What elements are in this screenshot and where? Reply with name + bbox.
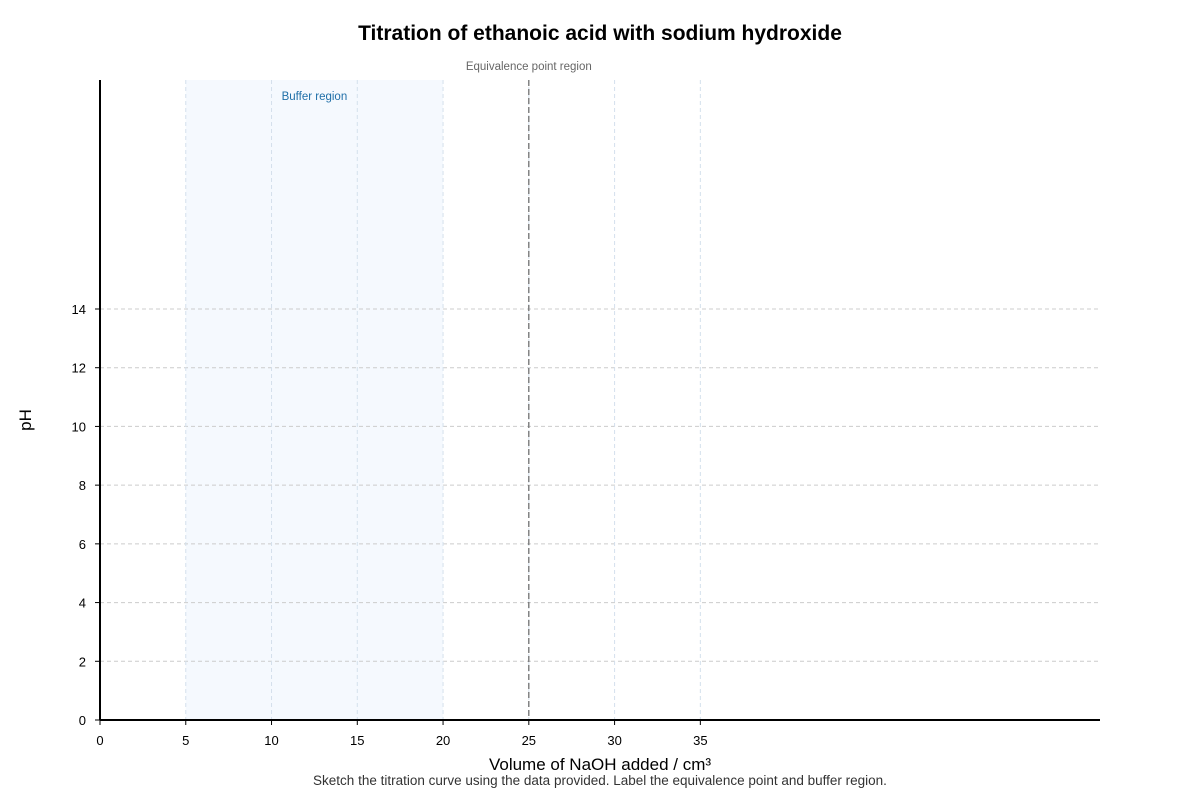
x-tick-label: 5	[182, 733, 189, 748]
x-tick-label: 20	[436, 733, 450, 748]
equivalence-label: Equivalence point region	[466, 61, 592, 73]
buffer-region-shade	[185, 80, 444, 720]
y-tick-label: 12	[72, 361, 86, 376]
x-tick-label: 30	[607, 733, 621, 748]
y-axis-label: pH	[16, 409, 35, 431]
y-tick-label: 0	[79, 713, 86, 728]
instructions-caption: Sketch the titration curve using the dat…	[313, 773, 887, 788]
reference-lines: Equivalence point region	[466, 61, 592, 720]
grid-lines	[100, 80, 1100, 720]
x-tick-label: 15	[350, 733, 364, 748]
tick-labels: 0 2 4 6 8 10 12 14 0 5 10 15 20 25 30 35	[72, 302, 708, 748]
plot-background: Buffer region	[185, 80, 444, 720]
axes	[99, 80, 1100, 721]
x-tick-label: 35	[693, 733, 707, 748]
y-tick-label: 2	[79, 654, 86, 669]
x-tick-label: 10	[264, 733, 278, 748]
x-tick-label: 0	[96, 733, 103, 748]
x-tick-label: 25	[522, 733, 536, 748]
y-tick-label: 10	[72, 419, 86, 434]
x-axis-label: Volume of NaOH added / cm³	[489, 755, 711, 774]
buffer-region-label: Buffer region	[282, 91, 348, 103]
chart-title: Titration of ethanoic acid with sodium h…	[358, 22, 842, 45]
y-tick-label: 14	[72, 302, 86, 317]
y-tick-label: 4	[79, 596, 86, 611]
y-tick-label: 6	[79, 537, 86, 552]
y-tick-label: 8	[79, 478, 86, 493]
